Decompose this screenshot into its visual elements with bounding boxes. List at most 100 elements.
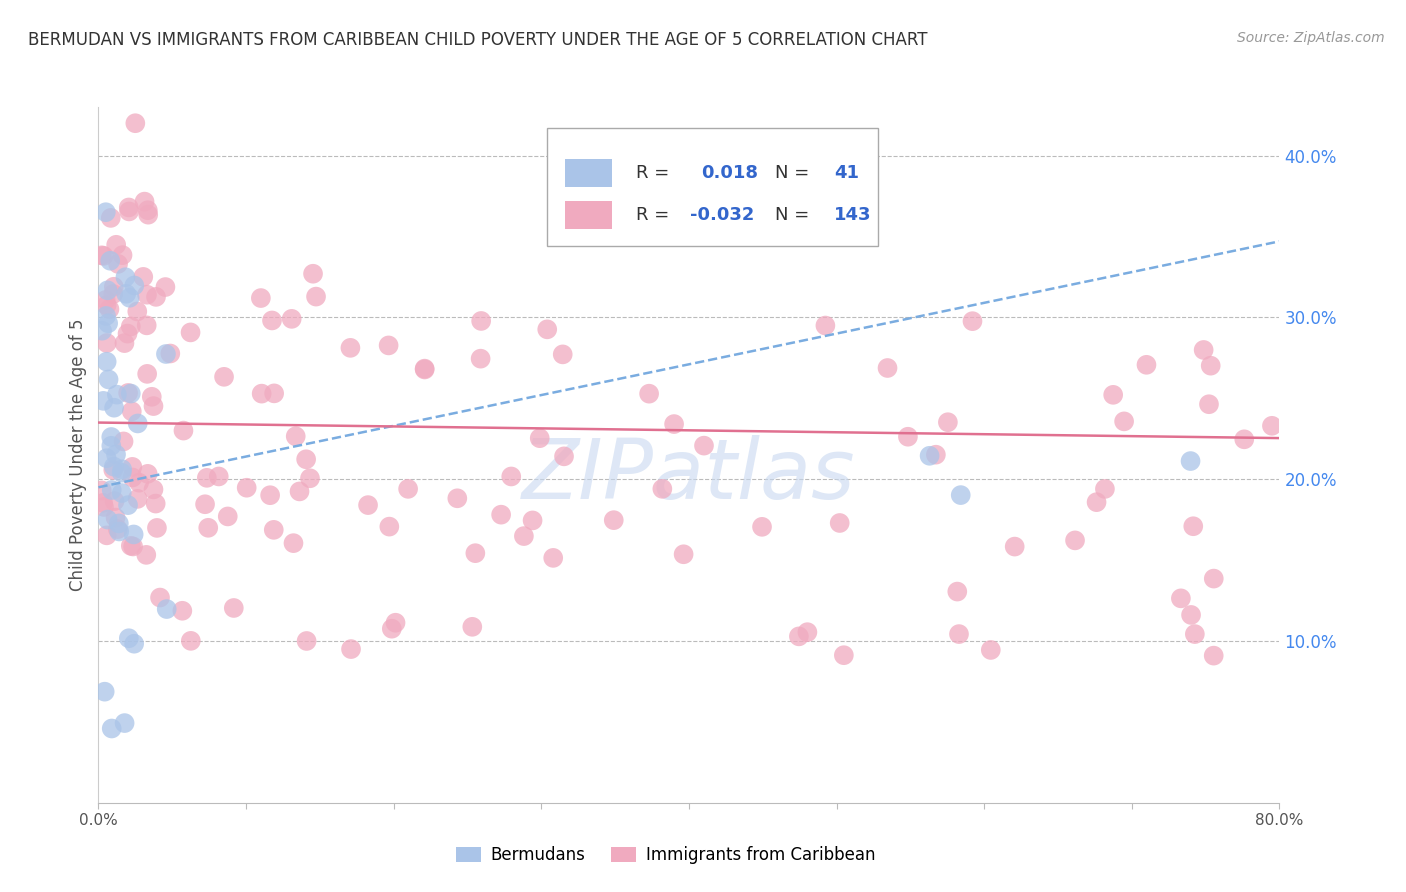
Point <box>156 602 179 616</box>
Point <box>603 513 626 527</box>
Point <box>103 463 125 477</box>
Point <box>108 524 131 539</box>
Point <box>118 204 141 219</box>
Point <box>357 498 380 512</box>
Point <box>105 237 128 252</box>
Point <box>464 546 486 560</box>
Point <box>114 270 136 285</box>
Point <box>814 318 837 333</box>
Point <box>100 211 122 225</box>
Point <box>295 452 318 467</box>
Point <box>1182 519 1205 533</box>
Point <box>91 324 114 338</box>
Point <box>135 318 157 333</box>
Point <box>1180 454 1202 468</box>
Point <box>925 448 948 462</box>
Point <box>97 316 120 330</box>
Point <box>172 424 194 438</box>
Point <box>117 498 139 512</box>
Point <box>470 314 492 328</box>
Point <box>122 637 145 651</box>
Point <box>136 208 159 222</box>
Point <box>149 591 172 605</box>
Point <box>94 309 117 323</box>
Point <box>97 372 120 386</box>
Point <box>136 367 159 381</box>
Point <box>127 491 149 506</box>
Text: R =: R = <box>636 206 669 224</box>
Point <box>117 326 139 341</box>
Point <box>115 286 138 301</box>
Text: 143: 143 <box>834 206 872 224</box>
Point <box>461 620 484 634</box>
Point <box>1202 572 1225 586</box>
Point <box>124 116 146 130</box>
Point <box>1184 627 1206 641</box>
Point <box>1198 397 1220 411</box>
Point <box>962 314 984 328</box>
Point <box>1135 358 1157 372</box>
Point <box>120 539 142 553</box>
Point <box>339 341 361 355</box>
Point <box>396 482 419 496</box>
Point <box>114 716 136 731</box>
Point <box>302 267 325 281</box>
Point <box>662 417 685 431</box>
Point <box>378 519 401 533</box>
Point <box>980 643 1002 657</box>
Point <box>105 447 128 461</box>
Point <box>413 362 436 376</box>
Point <box>93 393 115 408</box>
Point <box>159 346 181 360</box>
Point <box>413 361 436 376</box>
Point <box>298 471 321 485</box>
Point <box>96 283 118 297</box>
Point <box>651 482 673 496</box>
Text: 41: 41 <box>834 164 859 182</box>
Point <box>1233 432 1256 446</box>
Point <box>235 481 257 495</box>
Point <box>103 287 125 301</box>
Point <box>946 584 969 599</box>
Point <box>1202 648 1225 663</box>
Point <box>1094 482 1116 496</box>
Point <box>553 450 575 464</box>
Point <box>127 304 149 318</box>
Point <box>94 205 117 219</box>
Point <box>377 338 399 352</box>
Point <box>536 322 558 336</box>
Point <box>121 470 143 484</box>
Point <box>212 369 235 384</box>
Point <box>263 523 285 537</box>
Point <box>751 520 773 534</box>
Point <box>103 279 125 293</box>
Point <box>513 529 536 543</box>
Point <box>93 249 115 263</box>
Point <box>117 386 139 401</box>
Point <box>111 466 134 480</box>
Point <box>638 386 661 401</box>
Point <box>832 648 855 663</box>
Point <box>470 351 492 366</box>
Point <box>103 459 125 474</box>
Point <box>828 516 851 530</box>
Point <box>284 429 307 443</box>
Point <box>111 248 134 262</box>
Point <box>787 629 810 643</box>
Point <box>121 459 143 474</box>
Point <box>97 512 120 526</box>
Point <box>897 430 920 444</box>
Point <box>796 625 818 640</box>
Point <box>288 484 311 499</box>
Point <box>120 386 142 401</box>
Point <box>118 291 141 305</box>
Point <box>155 280 177 294</box>
Point <box>949 488 972 502</box>
Point <box>118 201 141 215</box>
Point <box>936 415 959 429</box>
Point <box>114 336 136 351</box>
FancyBboxPatch shape <box>565 159 612 187</box>
Point <box>1064 533 1087 548</box>
Point <box>93 500 115 514</box>
Point <box>1180 607 1202 622</box>
